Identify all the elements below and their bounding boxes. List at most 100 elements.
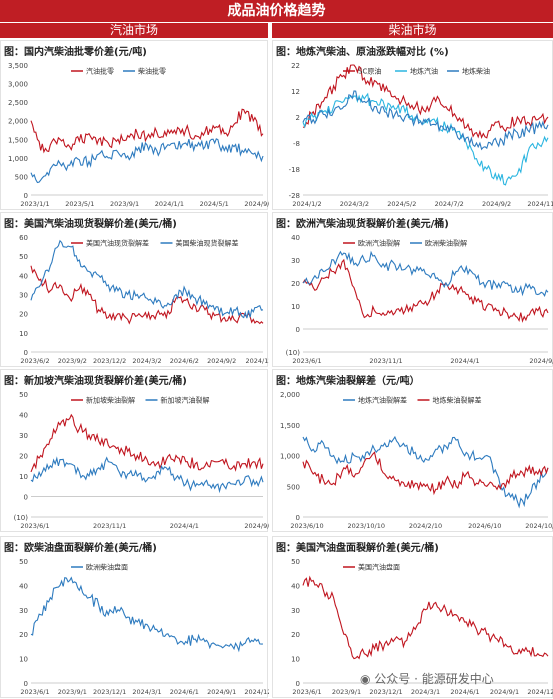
series-line-1 [30, 576, 264, 653]
chart-title: 图：新加坡汽柴油现货裂解价差(美元/桶) [4, 376, 187, 387]
y-tick-label: 0 [296, 326, 300, 334]
y-tick-label: -28 [289, 192, 300, 200]
x-tick-label: 2024/7/2 [435, 200, 464, 208]
legend-label: 新加坡汽油裂解 [161, 396, 210, 405]
y-tick-label: 2,000 [280, 391, 300, 399]
y-tick-label: 30 [291, 607, 300, 615]
x-tick-label: 2024/12/1 [527, 688, 553, 696]
y-tick-label: 30 [19, 607, 28, 615]
chart-panel-5: 图：新加坡汽柴油现货裂解价差(美元/桶) 50 40 30 20 10 0 (10) 2023/… [0, 369, 269, 532]
y-tick-label: 40 [19, 582, 28, 590]
x-tick-label: 2023/12/1 [369, 688, 402, 696]
x-tick-label: 2023/11/1 [93, 522, 126, 530]
chart-svg: 3,500 3,000 2,500 2,000 1,500 1,000 500 02023/1… [8, 62, 269, 208]
x-tick-label: 2024/4/1 [170, 522, 199, 530]
chart-svg: 40 30 20 10 0 (10)2023/6/1 2023/11/1 2024/4/1 20… [286, 234, 553, 365]
y-tick-label: (10) [14, 514, 29, 522]
x-tick-label: 2023/6/1 [20, 522, 49, 530]
x-tick-label: 2023/9/1 [110, 200, 139, 208]
y-tick-label: (10) [286, 349, 301, 357]
y-tick-label: -18 [289, 166, 300, 174]
x-tick-label: 2023/6/1 [292, 688, 321, 696]
y-tick-label: 0 [24, 494, 28, 502]
y-tick-label: 30 [19, 432, 28, 440]
x-tick-label: 2024/9/1 [529, 357, 553, 365]
chart-panel-7: 图：欧柴油盘面裂解价差(美元/桶) 50 40 30 20 10 0 2023/6/1 2023… [0, 536, 269, 698]
y-tick-label: 500 [287, 483, 300, 491]
y-tick-label: 20 [19, 453, 28, 461]
x-tick-label: 2024/1/2 [292, 200, 321, 208]
legend-label: 地炼汽油 [410, 67, 438, 76]
x-tick-label: 2023/12/2 [93, 357, 126, 365]
y-tick-label: 20 [291, 280, 300, 288]
legend-label: 新加坡柴油裂解 [86, 396, 135, 405]
x-tick-label: 2023/6/2 [20, 357, 49, 365]
x-tick-label: 2024/9/1 [244, 200, 269, 208]
chart-title: 图：国内汽柴油批零价差(元/吨) [4, 47, 147, 58]
legend-label: 欧洲柴油裂解 [425, 239, 467, 248]
x-tick-label: 2024/2/10 [409, 522, 442, 530]
chart-title: 图：地炼汽柴油、原油涨跌幅对比 (%) [276, 47, 449, 58]
chart-panel-6: 图：地炼汽柴油裂解差（元/吨） 2,000 1,500 1,000 500 0 2023/6… [272, 369, 553, 532]
y-tick-label: 60 [19, 234, 28, 242]
y-tick-label: 50 [19, 253, 28, 261]
legend-label: 欧洲柴油盘面 [86, 563, 128, 572]
y-tick-label: 2,500 [8, 99, 28, 107]
column-header-gasoline: 汽油市场 [0, 23, 268, 38]
y-tick-label: 3,000 [8, 81, 28, 89]
y-tick-label: 20 [19, 311, 28, 319]
x-tick-label: 2024/12/ [244, 688, 269, 696]
y-tick-label: 40 [19, 412, 28, 420]
y-tick-label: 30 [291, 257, 300, 265]
legend-label: 美国柴油现货裂解差 [176, 239, 239, 248]
y-tick-label: 0 [296, 680, 300, 688]
chart-title: 图：美国汽柴油现货裂解价差(美元/桶) [4, 219, 177, 230]
x-tick-label: 2023/11/1 [369, 357, 402, 365]
x-tick-label: 2024/5/2 [387, 200, 416, 208]
legend-label: 地炼柴油 [462, 67, 490, 76]
chart-panel-3: 图：美国汽柴油现货裂解价差(美元/桶) 60 50 40 30 20 10 0 2023/6/2… [0, 212, 269, 367]
x-tick-label: 2023/6/1 [20, 688, 49, 696]
x-tick-label: 2023/5/1 [65, 200, 94, 208]
legend-label: 欧洲汽油裂解 [358, 239, 400, 248]
y-tick-label: 3,500 [8, 62, 28, 70]
x-tick-label: 2024/3/2 [132, 357, 161, 365]
y-tick-label: 0 [24, 349, 28, 357]
watermark: ◉ 公众号 · 能源研发中心 [360, 670, 494, 687]
legend-label: 美国汽油现货裂解差 [86, 239, 149, 248]
y-tick-label: 10 [19, 330, 28, 338]
x-tick-label: 2023/9/2 [58, 357, 87, 365]
x-tick-label: 2024/9/1 [490, 688, 519, 696]
y-tick-label: 1,500 [280, 422, 300, 430]
y-tick-label: 10 [291, 303, 300, 311]
y-tick-label: 10 [291, 656, 300, 664]
chart-title: 图：欧洲汽柴油现货裂解价差(美元/桶) [276, 219, 449, 230]
x-tick-label: 2024/9/2 [482, 200, 511, 208]
x-tick-label: 2024/9/1 [244, 522, 269, 530]
chart-svg: 50 40 30 20 10 0 (10)2023/6/1 2023/11/1 2024/4/1… [14, 391, 269, 530]
y-tick-label: 40 [291, 582, 300, 590]
y-tick-label: 10 [19, 473, 28, 481]
x-tick-label: 2023/6/1 [292, 357, 321, 365]
y-tick-label: 1,000 [8, 155, 28, 163]
series-line-1 [302, 258, 549, 323]
y-tick-label: 0 [24, 680, 28, 688]
y-tick-label: 20 [19, 631, 28, 639]
x-tick-label: 2024/5/1 [200, 200, 229, 208]
y-tick-label: 50 [19, 391, 28, 399]
y-tick-label: 22 [291, 62, 300, 70]
y-tick-label: 40 [19, 272, 28, 280]
chart-title: 图：地炼汽柴油裂解差（元/吨） [276, 376, 420, 387]
y-tick-label: 2 [296, 114, 300, 122]
series-line-1 [302, 575, 549, 660]
x-tick-label: 2024/1/1 [155, 200, 184, 208]
y-tick-label: 50 [19, 558, 28, 566]
series-line-2 [302, 451, 549, 496]
x-tick-label: 2024/3/1 [132, 688, 161, 696]
column-header-diesel: 柴油市场 [272, 23, 553, 38]
series-line-1 [302, 64, 549, 139]
y-tick-label: -8 [293, 140, 300, 148]
y-tick-label: 12 [291, 88, 300, 96]
